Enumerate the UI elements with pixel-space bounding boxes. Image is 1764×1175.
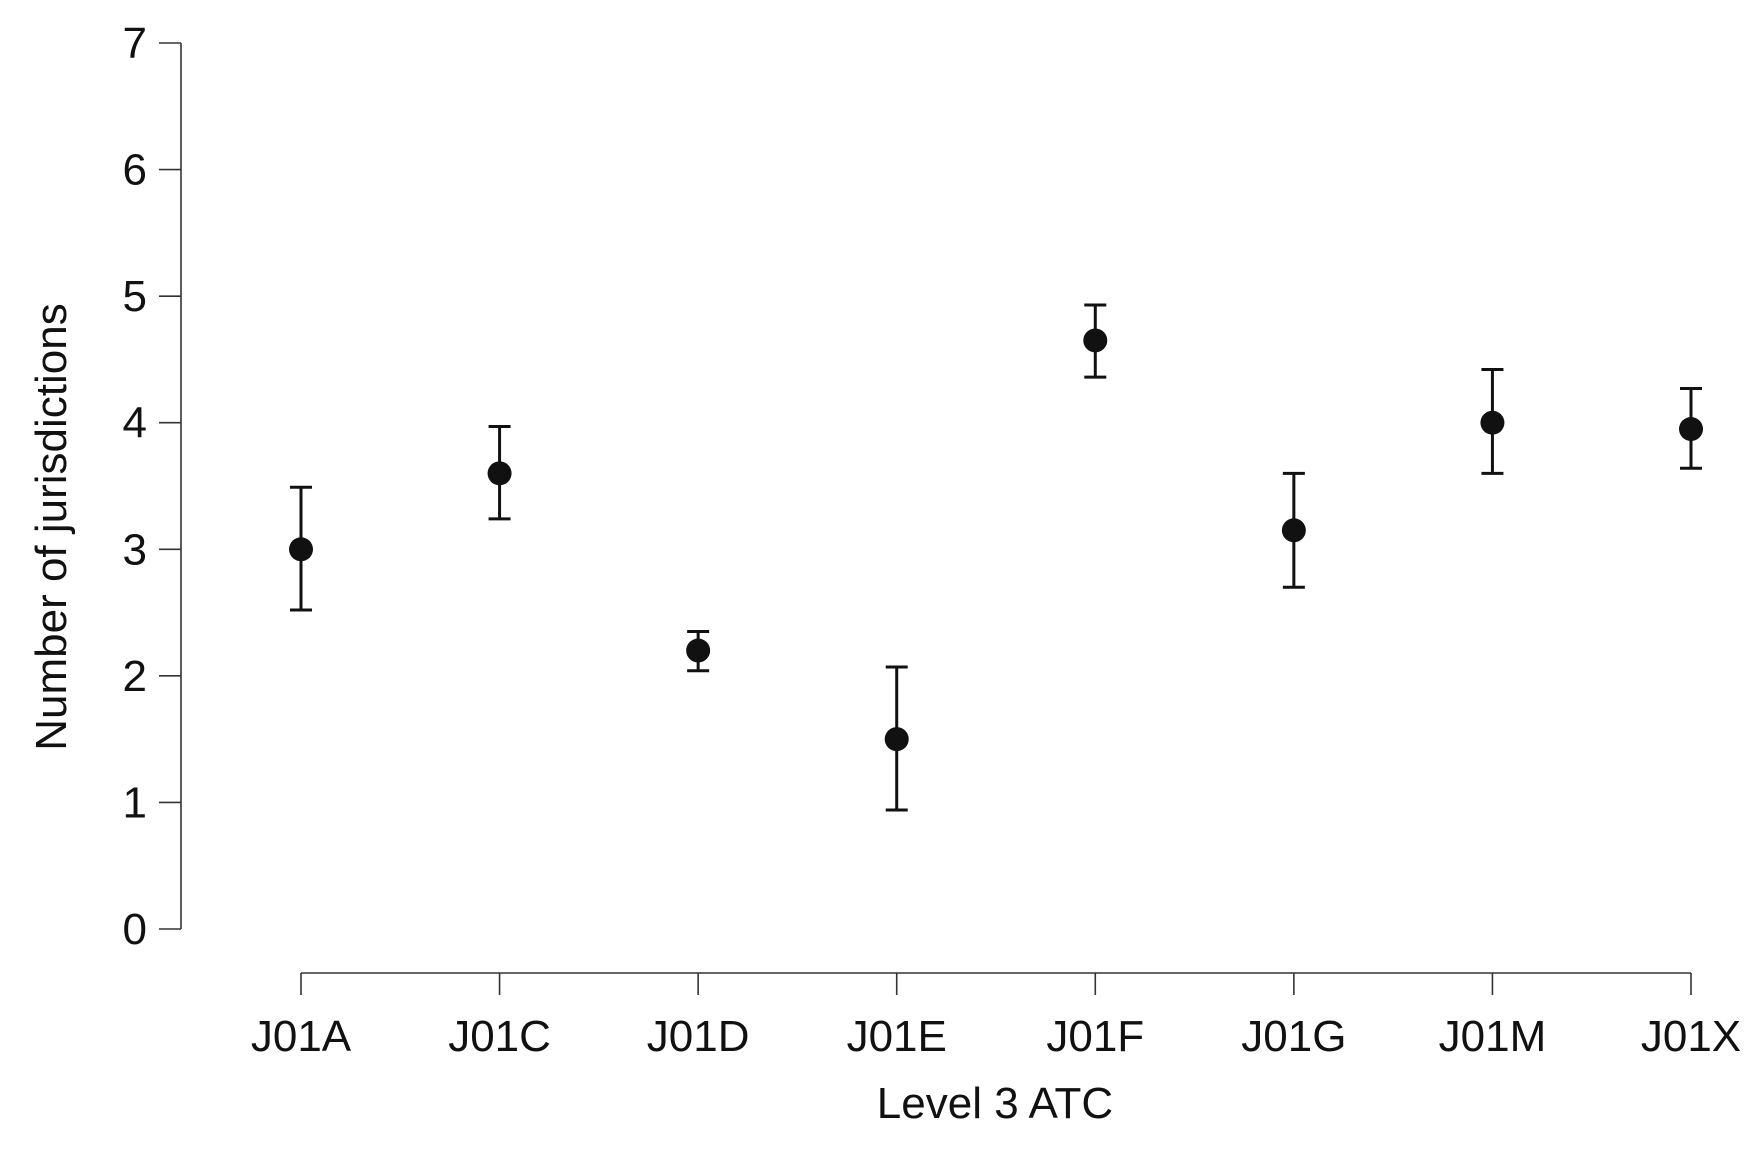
y-tick-label-4: 4	[123, 399, 147, 448]
data-point-j01e	[884, 727, 909, 752]
x-tick-label-j01x: J01X	[1641, 1012, 1741, 1061]
data-point-j01x	[1679, 417, 1703, 442]
y-tick-label-6: 6	[123, 146, 147, 195]
y-axis: 0 1 2 3 4 5 6 7	[123, 19, 182, 954]
x-tick-label-j01e: J01E	[847, 1012, 947, 1061]
data-point-j01d	[686, 638, 711, 663]
x-tick-label-j01m: J01M	[1439, 1012, 1547, 1061]
y-tick-label-7: 7	[123, 19, 147, 68]
data-point-j01a	[289, 537, 313, 562]
x-axis: J01A J01C J01D J01E J01F J01G J01M J01X	[251, 972, 1741, 1061]
data-point-j01m	[1480, 410, 1505, 435]
data-point-j01c	[487, 461, 512, 486]
y-axis-title: Number of jurisdictions	[27, 303, 76, 751]
plot-marks	[289, 303, 1703, 812]
y-tick-label-0: 0	[123, 905, 147, 954]
x-tick-label-j01g: J01G	[1241, 1012, 1346, 1061]
data-point-j01g	[1281, 518, 1306, 543]
y-tick-label-1: 1	[123, 778, 147, 827]
x-tick-label-j01d: J01D	[647, 1012, 750, 1061]
x-axis-title: Level 3 ATC	[877, 1079, 1113, 1128]
y-tick-label-2: 2	[123, 652, 147, 701]
x-tick-label-j01c: J01C	[448, 1012, 551, 1061]
data-point-j01f	[1083, 328, 1108, 353]
y-tick-label-5: 5	[123, 272, 147, 321]
x-tick-label-j01f: J01F	[1046, 1012, 1144, 1061]
y-tick-label-3: 3	[123, 525, 147, 574]
x-tick-label-j01a: J01A	[251, 1012, 352, 1061]
